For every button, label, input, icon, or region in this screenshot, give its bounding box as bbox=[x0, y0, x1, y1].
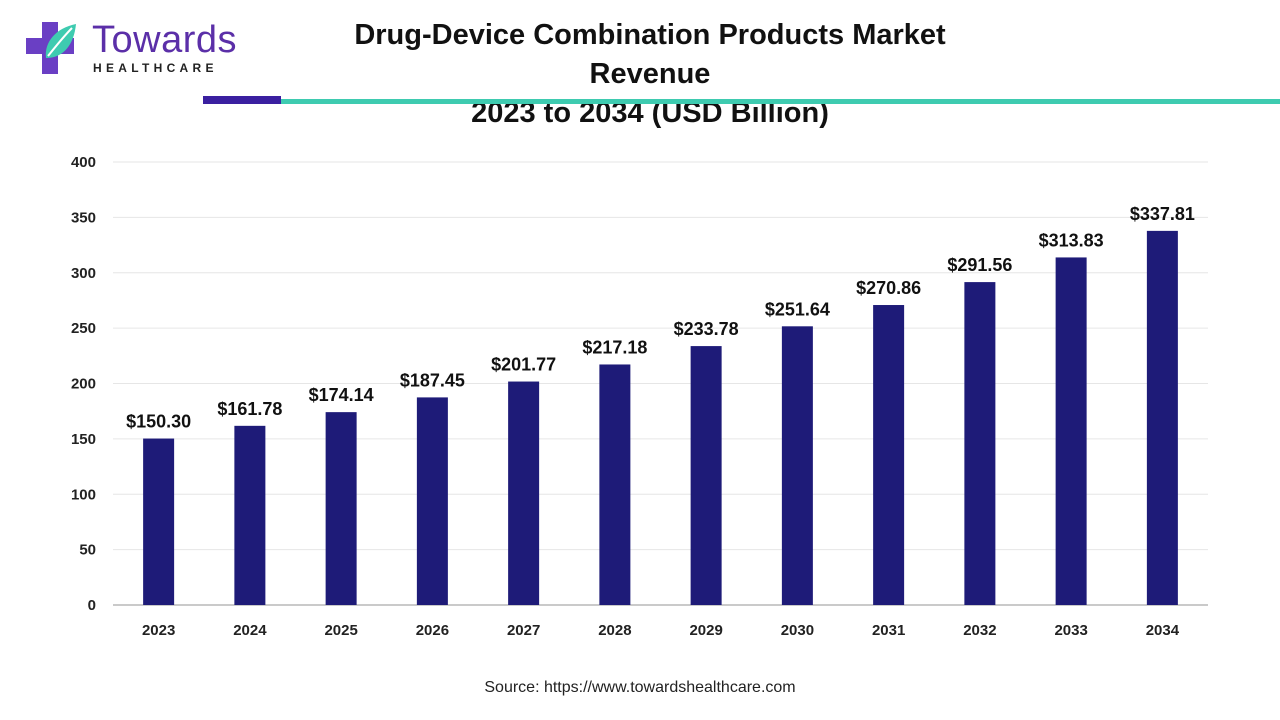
data-label: $251.64 bbox=[765, 299, 830, 319]
data-label: $313.83 bbox=[1039, 230, 1104, 250]
cross-leaf-logo-icon bbox=[26, 22, 76, 74]
bar bbox=[781, 326, 813, 605]
title-rule-purple bbox=[203, 96, 281, 104]
data-label: $337.81 bbox=[1130, 204, 1195, 224]
brand-tagline: HEALTHCARE bbox=[93, 61, 218, 75]
bar bbox=[143, 438, 175, 605]
y-tick-label: 0 bbox=[88, 597, 96, 614]
y-tick-label: 150 bbox=[71, 431, 96, 448]
data-label: $150.30 bbox=[126, 412, 191, 432]
x-tick-label: 2025 bbox=[324, 622, 357, 639]
bar bbox=[964, 282, 996, 605]
data-label: $187.45 bbox=[400, 370, 465, 390]
brand-name: Towards bbox=[92, 19, 237, 61]
y-tick-label: 50 bbox=[79, 542, 96, 559]
bar bbox=[690, 346, 722, 605]
title-rule-teal bbox=[281, 99, 1280, 104]
bar bbox=[325, 412, 357, 605]
y-tick-label: 250 bbox=[71, 320, 96, 337]
bar bbox=[234, 425, 266, 605]
x-tick-label: 2032 bbox=[963, 622, 996, 639]
y-tick-label: 300 bbox=[71, 265, 96, 282]
x-tick-label: 2030 bbox=[781, 622, 814, 639]
data-label: $270.86 bbox=[856, 278, 921, 298]
bar bbox=[599, 364, 631, 605]
data-label: $161.78 bbox=[217, 399, 282, 419]
bar-chart: 0 50 100 150 200 250 300 350 400 $150.30 2023 $161.… bbox=[71, 154, 1208, 639]
y-tick-label: 100 bbox=[71, 486, 96, 503]
x-tick-label: 2033 bbox=[1054, 622, 1087, 639]
x-tick-label: 2034 bbox=[1146, 622, 1180, 639]
data-label: $174.14 bbox=[309, 385, 374, 405]
bar bbox=[1055, 257, 1087, 605]
y-tick-label: 400 bbox=[71, 154, 96, 171]
x-tick-label: 2026 bbox=[416, 622, 449, 639]
source-note: Source: https://www.towardshealthcare.co… bbox=[484, 679, 796, 696]
data-label: $233.78 bbox=[674, 319, 739, 339]
x-tick-label: 2027 bbox=[507, 622, 540, 639]
brand-logo: Towards HEALTHCARE bbox=[22, 18, 242, 80]
chart-title: Drug-Device Combination Products Market … bbox=[330, 16, 970, 133]
bar bbox=[1146, 230, 1178, 605]
bar bbox=[873, 305, 905, 605]
y-tick-label: 200 bbox=[71, 376, 96, 393]
x-tick-label: 2028 bbox=[598, 622, 631, 639]
x-tick-label: 2031 bbox=[872, 622, 905, 639]
x-tick-label: 2024 bbox=[233, 622, 267, 639]
data-label: $217.18 bbox=[582, 337, 647, 357]
x-tick-label: 2023 bbox=[142, 622, 175, 639]
data-label: $201.77 bbox=[491, 355, 556, 375]
bar bbox=[508, 381, 540, 605]
x-tick-label: 2029 bbox=[689, 622, 722, 639]
data-label: $291.56 bbox=[947, 255, 1012, 275]
bar bbox=[416, 397, 448, 605]
y-tick-label: 350 bbox=[71, 209, 96, 226]
chart-title-line1: Drug-Device Combination Products Market … bbox=[354, 19, 946, 90]
